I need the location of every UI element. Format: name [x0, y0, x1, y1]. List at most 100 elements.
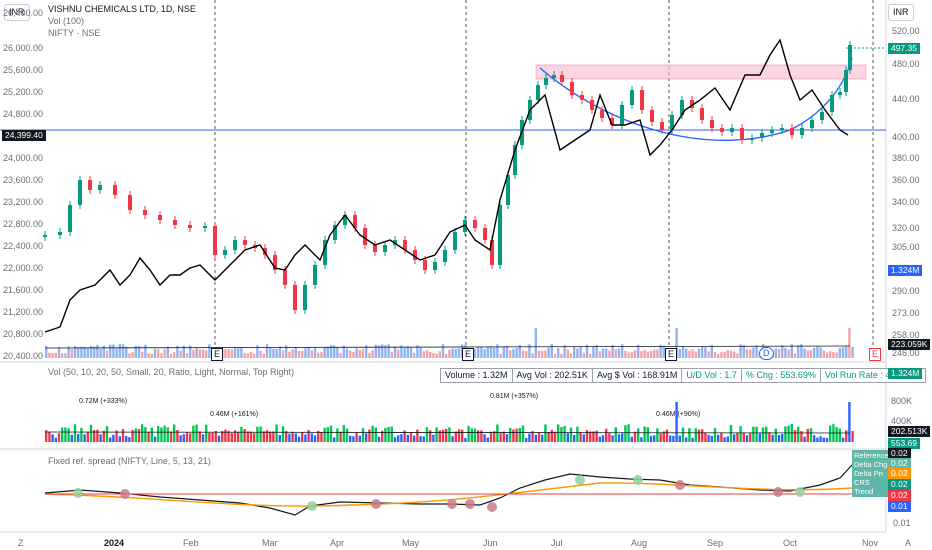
- volume-bar: [397, 349, 400, 358]
- dividend-marker[interactable]: D: [759, 347, 774, 360]
- volume-bar: [352, 351, 355, 358]
- volume-panel-bar: [281, 426, 285, 442]
- volume-bar: [80, 346, 83, 358]
- volume-bar: [285, 345, 288, 358]
- volume-panel-bar: [61, 427, 64, 442]
- auto-scale-icon[interactable]: A: [905, 538, 912, 548]
- volume-annotation: 0.46M (+90%): [656, 411, 701, 418]
- volume-panel-bar: [291, 431, 294, 442]
- timezone-icon[interactable]: Z: [18, 538, 24, 548]
- currency-button-right[interactable]: INR: [888, 4, 914, 21]
- volume-bar: [557, 348, 560, 358]
- volume-panel-bar: [358, 435, 361, 442]
- volume-bar: [438, 351, 441, 358]
- volume-panel-bar: [230, 433, 233, 442]
- volume-bar: [736, 353, 739, 358]
- volume-panel-bar: [525, 437, 528, 442]
- volume-avg-label: 202.513K: [888, 426, 931, 437]
- volume-panel-bar: [160, 427, 163, 442]
- earnings-marker[interactable]: E: [869, 348, 882, 361]
- volume-panel-bar: [54, 437, 57, 442]
- volume-bar: [707, 351, 710, 358]
- volume-bar: [384, 345, 387, 358]
- volume-bar: [720, 352, 723, 358]
- right-axis-tick: 246.00: [892, 348, 920, 358]
- volume-bar: [233, 347, 237, 358]
- volume-bar: [262, 353, 265, 358]
- volume-panel-bar: [678, 435, 681, 442]
- volume-bar: [51, 352, 54, 358]
- volume-bar: [643, 349, 646, 358]
- volume-bar: [278, 346, 281, 358]
- volume-panel-bar: [595, 430, 598, 442]
- volume-bar: [797, 345, 800, 358]
- volume-panel-bar: [441, 429, 445, 442]
- earnings-marker[interactable]: E: [665, 348, 678, 361]
- volume-panel-bar: [816, 437, 819, 442]
- volume-bar: [694, 351, 697, 358]
- volume-bar: [393, 346, 397, 358]
- volume-bar: [576, 348, 579, 358]
- earnings-marker[interactable]: E: [211, 348, 224, 361]
- volume-bar: [483, 348, 486, 358]
- volume-panel-bar: [515, 428, 518, 442]
- volume-panel-bar: [313, 435, 317, 442]
- stat-avg-dollar: Avg $ Vol : 168.91M: [593, 369, 683, 382]
- volume-panel-bar: [845, 430, 848, 442]
- volume-panel-bar: [185, 432, 189, 442]
- volume-panel-bar: [461, 429, 464, 442]
- volume-panel-bar: [326, 427, 329, 442]
- volume-bar: [592, 346, 595, 358]
- volume-panel-bar: [640, 437, 643, 442]
- volume-bar: [176, 345, 179, 358]
- rs-signal-dot: [120, 489, 130, 499]
- rs-signal-dot: [371, 499, 381, 509]
- candle: [373, 245, 377, 252]
- volume-bar: [419, 347, 422, 358]
- volume-panel-bar: [637, 428, 640, 442]
- volume-bar: [451, 348, 454, 358]
- volume-bar: [560, 353, 563, 358]
- time-axis-label: Jul: [551, 538, 563, 548]
- volume-panel-bar: [598, 436, 601, 442]
- volume-bar: [288, 351, 291, 358]
- volume-panel-bar: [237, 431, 240, 442]
- volume-panel-bar: [333, 437, 336, 442]
- volume-bar: [441, 344, 445, 358]
- volume-bar: [67, 346, 70, 358]
- volume-panel-bar: [758, 433, 761, 442]
- volume-bar: [227, 349, 230, 358]
- volume-panel-bar: [486, 437, 489, 442]
- volume-panel-bar: [701, 429, 704, 442]
- currency-button-left[interactable]: INR: [4, 4, 30, 21]
- volume-panel-bar: [797, 426, 800, 442]
- volume-panel-bar: [771, 434, 774, 442]
- volume-panel-bar: [390, 426, 393, 442]
- volume-panel-bar: [413, 435, 416, 442]
- volume-panel-bar: [691, 437, 694, 442]
- volume-bar: [627, 352, 630, 358]
- earnings-marker[interactable]: E: [462, 348, 475, 361]
- volume-panel-bar: [259, 426, 262, 442]
- volume-panel-bar: [64, 427, 67, 442]
- volume-annotation: 0.46M (+161%): [210, 411, 259, 418]
- volume-panel-bar: [217, 435, 221, 442]
- left-axis-tick: 24,800.00: [3, 109, 44, 119]
- volume-panel-bar: [566, 433, 569, 442]
- time-axis-label: Sep: [707, 538, 724, 548]
- volume-panel-bar: [393, 437, 397, 442]
- volume-bar: [688, 350, 691, 358]
- volume-bar: [742, 344, 745, 358]
- candle: [443, 250, 447, 262]
- volume-bar: [377, 345, 381, 358]
- rs-label: 0.02: [888, 458, 911, 469]
- time-axis-label: Aug: [631, 538, 648, 548]
- volume-bar: [841, 347, 845, 358]
- rs-legend-item: Reference: [854, 451, 889, 460]
- volume-label: 1.324M: [888, 265, 923, 276]
- volume-bar: [499, 353, 502, 358]
- volume-bar: [374, 344, 377, 358]
- volume-bar: [585, 344, 589, 358]
- volume-bar: [93, 346, 96, 358]
